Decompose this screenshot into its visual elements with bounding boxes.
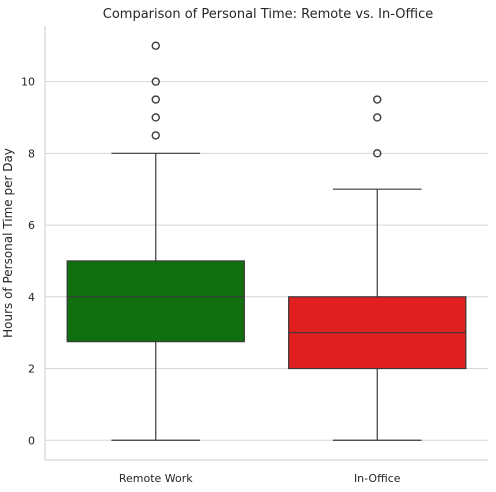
x-tick-label: Remote Work [119, 472, 193, 485]
y-tick-label: 10 [21, 76, 35, 89]
outlier-point [373, 113, 382, 122]
outlier-point [373, 95, 382, 104]
grid-layer [45, 26, 488, 460]
box-group-1 [66, 41, 245, 441]
outlier-point [151, 131, 160, 140]
y-tick-label: 8 [28, 147, 35, 160]
box-group-2 [288, 95, 467, 441]
plot-area [45, 26, 488, 460]
axis-layer: 0 2 4 6 8 10 Remote Work In-Office [21, 26, 488, 485]
chart-title: Comparison of Personal Time: Remote vs. … [103, 7, 433, 22]
iqr-box [66, 260, 245, 343]
x-tick-label: In-Office [354, 472, 401, 485]
y-axis-label: Hours of Personal Time per Day [1, 148, 15, 338]
outlier-point [151, 95, 160, 104]
outlier-point [373, 149, 382, 158]
y-tick-label: 4 [28, 291, 35, 304]
y-tick-label: 0 [28, 434, 35, 447]
y-tick-label: 2 [28, 363, 35, 376]
box-layer [66, 41, 467, 441]
outlier-point [151, 41, 160, 50]
outlier-point [151, 113, 160, 122]
outlier-point [151, 77, 160, 86]
y-tick-label: 6 [28, 219, 35, 232]
